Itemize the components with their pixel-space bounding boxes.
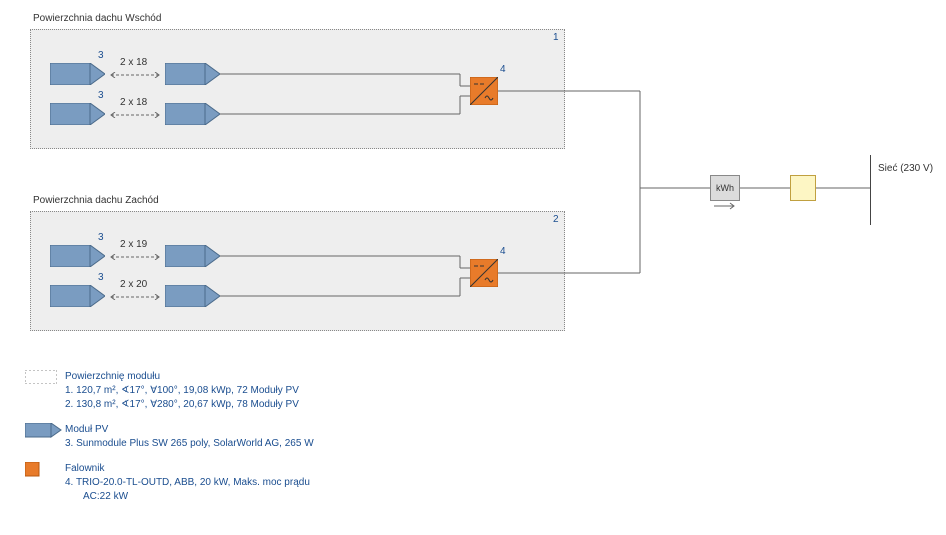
meter-arrow-icon (712, 202, 738, 210)
legend-module-title: Moduł PV (65, 423, 108, 437)
legend-surface-title: Powierzchnię modułu (65, 370, 160, 384)
grid-bar (870, 155, 871, 225)
legend-module-line: 3. Sunmodule Plus SW 265 poly, SolarWorl… (65, 437, 314, 451)
meter-label: kWh (716, 183, 734, 193)
legend-inverter-title: Falownik (65, 462, 104, 476)
meter-box: kWh (710, 175, 740, 201)
legend-surface-2: 2. 130,8 m², ∢17°, ∀280°, 20,67 kWp, 78 … (65, 398, 299, 412)
surface-swatch (25, 370, 57, 384)
module-swatch (25, 423, 63, 439)
junction-box (790, 175, 816, 201)
legend-surface-1: 1. 120,7 m², ∢17°, ∀100°, 19,08 kWp, 72 … (65, 384, 299, 398)
grid-label: Sieć (230 V) (878, 163, 933, 174)
inverter-swatch (25, 462, 41, 478)
legend-inverter-line2: AC:22 kW (83, 490, 128, 504)
wires (0, 0, 946, 535)
legend-inverter-line1: 4. TRIO-20.0-TL-OUTD, ABB, 20 kW, Maks. … (65, 476, 310, 490)
